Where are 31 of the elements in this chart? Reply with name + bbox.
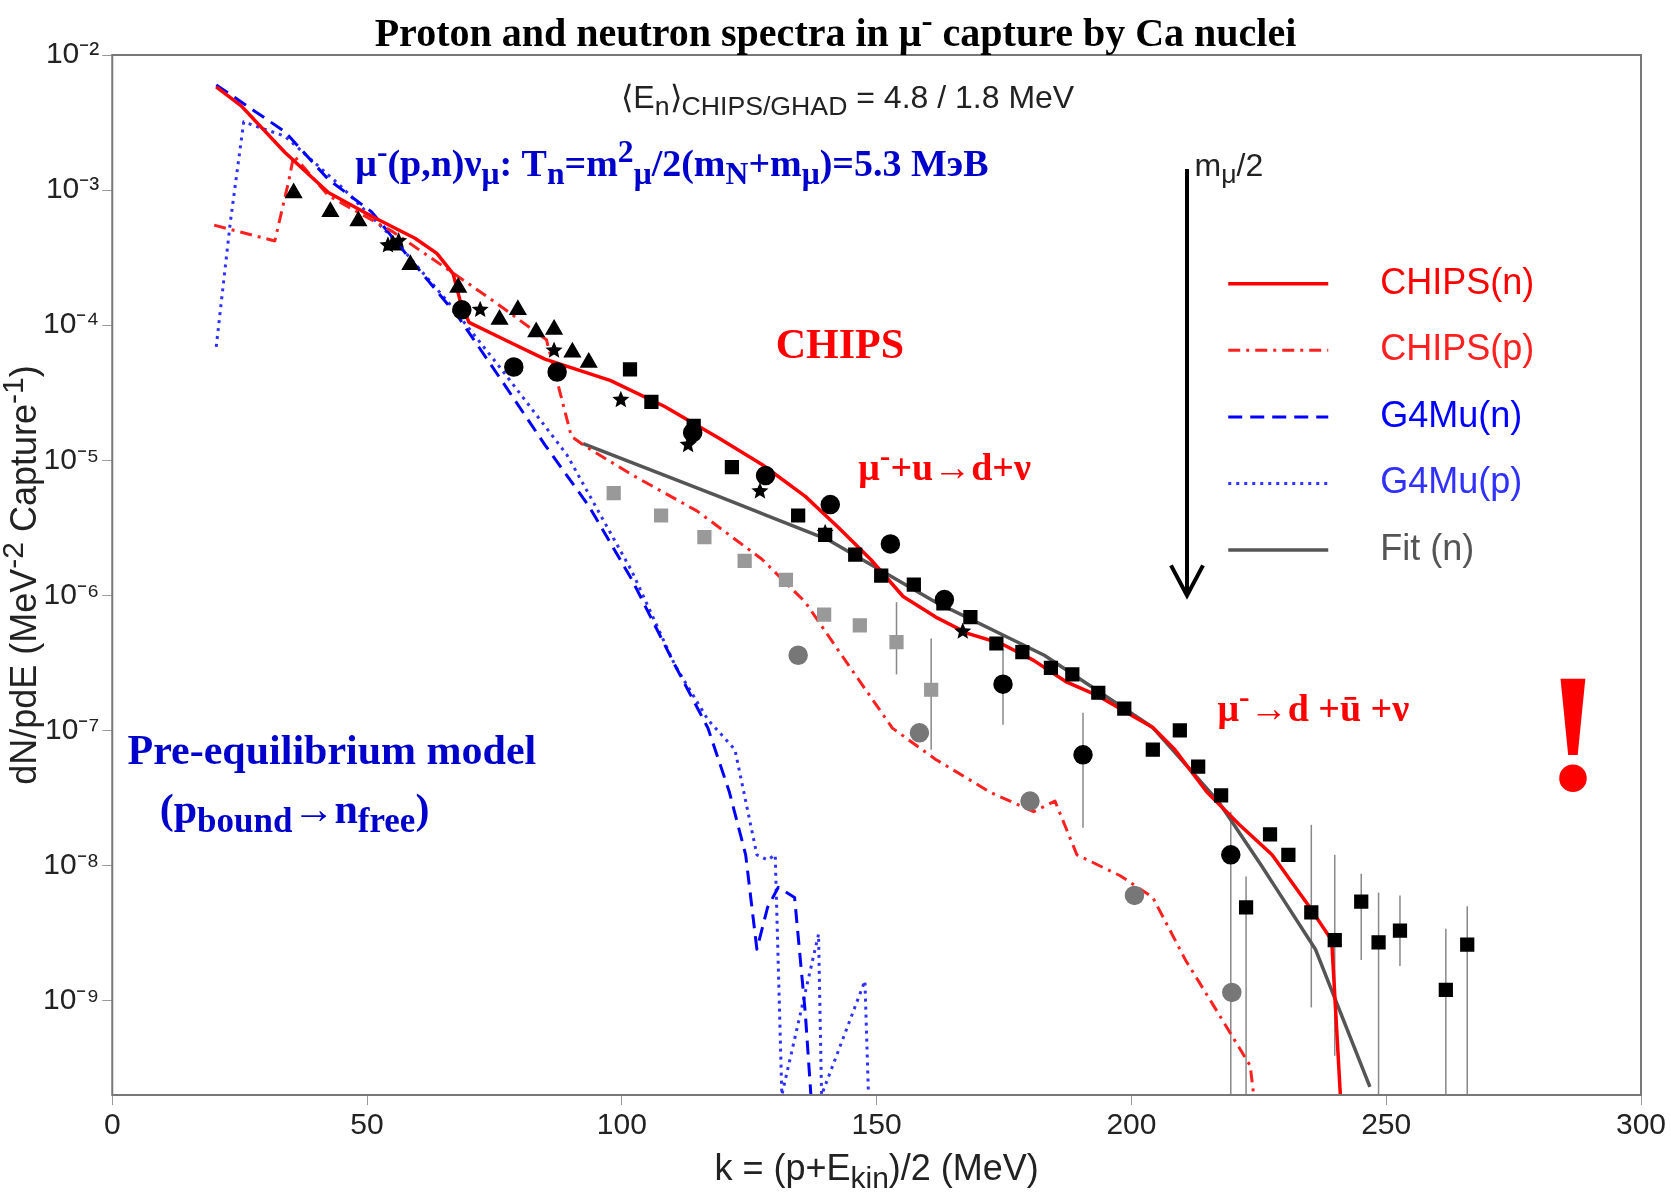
legend-label: CHIPS(p) xyxy=(1380,327,1535,369)
y-tick-label: 10⁻⁶ xyxy=(43,576,100,610)
y-tick-label: 10⁻⁵ xyxy=(43,441,100,475)
y-tick-label: 10⁻⁴ xyxy=(42,306,100,340)
annotation: μ$^{-}$+u→d+ν xyxy=(858,437,1031,488)
annotation: Pre-equilibrium model xyxy=(127,726,537,773)
y-tick-label: 10⁻⁹ xyxy=(43,981,100,1015)
y-tick-label: 10⁻³ xyxy=(45,171,100,205)
annotation: (p$_{bound}$→n$_{free}$) xyxy=(159,786,430,841)
legend-label: CHIPS(n) xyxy=(1380,260,1535,302)
legend-label: G4Mu(n) xyxy=(1380,393,1523,435)
annotation: m$_{μ}$/2 xyxy=(1194,146,1264,189)
legend-label: G4Mu(p) xyxy=(1380,460,1523,502)
annotation: ! xyxy=(1544,638,1602,827)
annotation: μ$^{-}$→d +ū +ν xyxy=(1217,679,1410,729)
legend-label: Fit (n) xyxy=(1380,526,1475,568)
chart-title: Proton and neutron spectra in μ$^{-}$ capture by Ca nuclei xyxy=(374,2,1297,56)
x-tick-label: 300 xyxy=(1615,1107,1667,1141)
text: μ$^{-}$(p,n)ν$_{μ}$: T$_{n}$=m$^{2}$$_{μ}$/2(m$_{N}$+m$_{μ}$)=5.3 MэB xyxy=(355,134,989,192)
annotation: ⟨E$_{n}$⟩$_{CHIPS/GHAD}$ = 4.8 / 1.8 MeV xyxy=(621,79,1075,122)
y-tick-label: 10⁻² xyxy=(45,36,100,70)
x-tick-label: 250 xyxy=(1361,1107,1412,1141)
x-tick-label: 150 xyxy=(851,1107,902,1141)
x-tick-label: 50 xyxy=(350,1107,384,1141)
x-axis-title: k = (p+E$_{kin}$)/2 (MeV) xyxy=(713,1147,1040,1196)
y-tick-label: 10⁻⁸ xyxy=(43,846,100,880)
x-tick-label: 200 xyxy=(1106,1107,1157,1141)
annotation: CHIPS xyxy=(775,321,905,368)
y-tick-label: 10⁻⁷ xyxy=(45,711,100,745)
x-tick-label: 100 xyxy=(596,1107,647,1141)
x-tick-label: 0 xyxy=(103,1107,121,1141)
